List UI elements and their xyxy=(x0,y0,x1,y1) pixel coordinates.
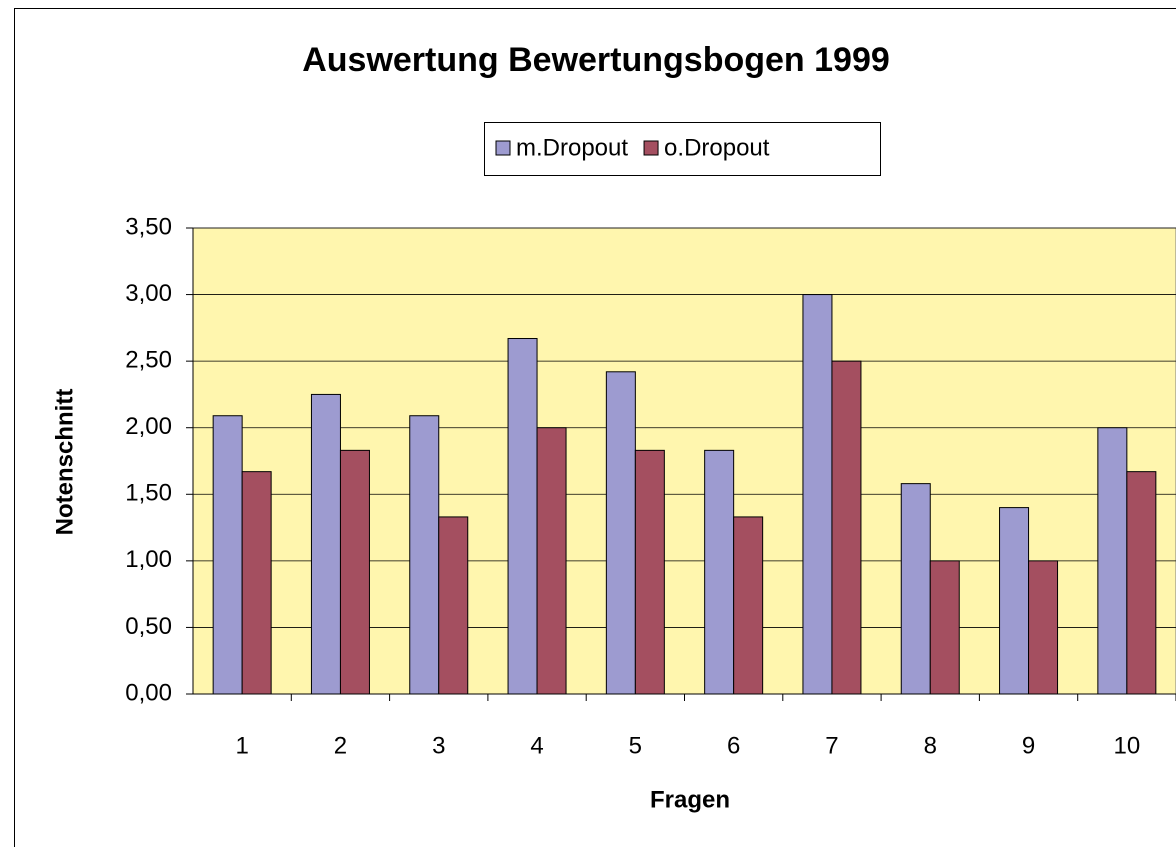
bar xyxy=(241,471,272,695)
bar xyxy=(339,449,370,695)
bar xyxy=(507,338,538,695)
y-tick-label: 1,50 xyxy=(125,480,172,507)
bar xyxy=(900,483,931,695)
legend-label: o.Dropout xyxy=(664,134,770,161)
bar xyxy=(212,415,243,695)
bar xyxy=(1126,471,1157,695)
y-tick-label: 3,00 xyxy=(125,280,172,307)
y-tick-label: 2,00 xyxy=(125,413,172,440)
x-tick-label: 2 xyxy=(334,732,347,759)
bar xyxy=(605,371,636,695)
x-tick-label: 9 xyxy=(1022,732,1035,759)
x-tick-label: 6 xyxy=(727,732,740,759)
bar xyxy=(999,507,1030,695)
bar xyxy=(802,294,833,695)
y-axis-title: Notenschnitt xyxy=(51,389,78,536)
legend-swatch xyxy=(495,140,511,156)
y-tick-label: 0,50 xyxy=(125,613,172,640)
bar xyxy=(310,393,341,695)
bar xyxy=(704,449,735,695)
y-tick-label: 3,50 xyxy=(125,213,172,240)
x-tick-label: 5 xyxy=(629,732,642,759)
bar xyxy=(1097,427,1128,695)
bar xyxy=(536,427,567,695)
x-tick-label: 4 xyxy=(530,732,543,759)
bar xyxy=(1028,560,1059,695)
bar xyxy=(634,449,665,695)
bar xyxy=(438,516,469,695)
x-tick-label: 1 xyxy=(235,732,248,759)
x-tick-label: 7 xyxy=(825,732,838,759)
legend-box xyxy=(484,122,881,176)
x-tick-label: 3 xyxy=(432,732,445,759)
bar xyxy=(733,516,764,695)
x-tick-label: 10 xyxy=(1113,732,1140,759)
x-axis-title: Fragen xyxy=(650,786,730,813)
y-tick-label: 2,50 xyxy=(125,346,172,373)
bar xyxy=(409,415,440,695)
y-tick-label: 1,00 xyxy=(125,546,172,573)
y-tick-label: 0,00 xyxy=(125,679,172,706)
legend-swatch xyxy=(643,140,659,156)
legend-label: m.Dropout xyxy=(516,134,628,161)
x-tick-label: 8 xyxy=(924,732,937,759)
chart-title: Auswertung Bewertungsbogen 1999 xyxy=(302,41,890,79)
bar xyxy=(831,360,862,695)
bar xyxy=(929,560,960,695)
